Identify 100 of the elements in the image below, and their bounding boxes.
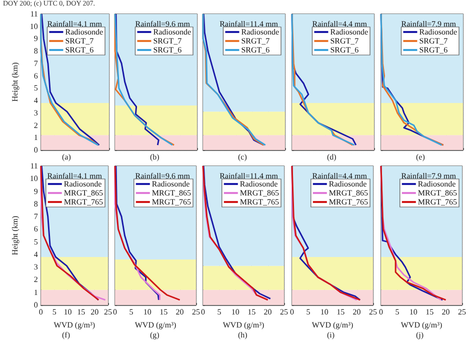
x-tick-label: 20 bbox=[442, 308, 450, 316]
y-tick-label: 1 bbox=[34, 133, 38, 142]
text: Rainfall=4.4 mm bbox=[312, 172, 368, 180]
legend-label: Radiosonde bbox=[330, 28, 368, 36]
x-tick-label: 10 bbox=[409, 308, 418, 316]
text: Rainfall=4.1 mm bbox=[47, 172, 103, 180]
y-axis-title: Height (km) bbox=[10, 62, 20, 102]
x-tick-label: 25 bbox=[458, 308, 466, 316]
legend-label: SRGT_7 bbox=[65, 36, 94, 46]
legend-label: MRGT_865 bbox=[64, 188, 104, 198]
y-tick-label: 0 bbox=[34, 300, 38, 310]
legend-label: SRGT_6 bbox=[153, 46, 182, 54]
legend-label: MRGT_765 bbox=[240, 198, 280, 206]
legend-label: SRGT_6 bbox=[65, 46, 94, 54]
text: Rainfall=11.4 mm bbox=[220, 20, 279, 28]
x-tick-label: 15 bbox=[248, 308, 256, 316]
y-tick-label: 3 bbox=[34, 108, 38, 118]
x-tick-label: 5 bbox=[217, 308, 222, 316]
legend-label: Radiosonde bbox=[418, 180, 456, 188]
x-tick-label: 15 bbox=[77, 308, 86, 316]
x-tick-label: 5 bbox=[129, 308, 134, 316]
x-tick-label: 5 bbox=[395, 308, 400, 316]
x-tick-label: 0 bbox=[201, 308, 205, 316]
y-tick-label: 10 bbox=[30, 174, 38, 184]
text: (a) bbox=[62, 152, 72, 162]
y-tick-label: 6 bbox=[34, 71, 38, 80]
text: Rainfall=7.9 mm bbox=[401, 172, 457, 180]
y-tick-label: 5 bbox=[34, 84, 38, 93]
y-tick-label: 3 bbox=[34, 262, 38, 272]
text: Rainfall=7.9 mm bbox=[401, 20, 457, 28]
text: (h) bbox=[238, 330, 248, 340]
x-tick-label: 0 bbox=[379, 308, 383, 316]
text: (d) bbox=[327, 152, 337, 162]
text: (e) bbox=[416, 152, 426, 162]
text: Rainfall=9.6 mm bbox=[135, 20, 191, 28]
text: Rainfall=9.6 mm bbox=[135, 172, 191, 180]
y-tick-label: 11 bbox=[30, 10, 38, 18]
x-tick-label: 25 bbox=[104, 308, 112, 316]
x-axis-title: WVD (g/m³) bbox=[54, 320, 96, 330]
y-tick-label: 8 bbox=[34, 199, 38, 208]
x-tick-label: 25 bbox=[369, 308, 377, 316]
x-tick-label: 0 bbox=[290, 308, 294, 316]
legend-label: MRGT_765 bbox=[64, 198, 104, 206]
text: (b) bbox=[150, 152, 160, 162]
x-axis-title: WVD (g/m³) bbox=[134, 320, 176, 330]
x-tick-label: 5 bbox=[52, 308, 56, 316]
text: (i) bbox=[327, 330, 335, 340]
x-axis-title: WVD (g/m³) bbox=[222, 320, 264, 330]
text: (j) bbox=[416, 330, 424, 340]
y-tick-label: 2 bbox=[34, 120, 38, 130]
legend-label: MRGT_765 bbox=[328, 198, 368, 206]
legend-label: Radiosonde bbox=[419, 28, 458, 36]
x-axis-title: WVD (g/m³) bbox=[312, 320, 354, 330]
y-tick-label: 8 bbox=[34, 46, 38, 56]
y-tick-label: 7 bbox=[34, 212, 38, 222]
legend-label: Radiosonde bbox=[152, 180, 190, 188]
x-tick-label: 15 bbox=[160, 308, 168, 316]
y-tick-label: 9 bbox=[34, 186, 38, 196]
text: (g) bbox=[150, 330, 160, 340]
legend-label: SRGT_6 bbox=[330, 46, 359, 54]
text: Rainfall=4.1 mm bbox=[47, 20, 103, 28]
x-axis-title: WVD (g/m³) bbox=[400, 320, 442, 330]
legend-label: SRGT_6 bbox=[241, 46, 270, 54]
x-tick-label: 20 bbox=[264, 308, 272, 316]
y-tick-label: 4 bbox=[34, 250, 38, 259]
y-tick-label: 10 bbox=[30, 22, 38, 31]
text: (f) bbox=[62, 330, 70, 340]
legend-label: SRGT_7 bbox=[419, 36, 448, 46]
x-tick-label: 10 bbox=[64, 308, 72, 316]
legend-label: MRGT_865 bbox=[328, 188, 368, 198]
y-tick-label: 11 bbox=[30, 162, 38, 170]
legend-label: SRGT_7 bbox=[330, 36, 359, 46]
x-tick-label: 5 bbox=[306, 308, 310, 316]
legend-label: MRGT_865 bbox=[240, 188, 280, 198]
y-tick-label: 2 bbox=[34, 275, 38, 284]
text: Rainfall=11.4 mm bbox=[220, 172, 279, 180]
x-tick-label: 20 bbox=[176, 308, 184, 316]
legend-label: MRGT_765 bbox=[152, 198, 192, 206]
x-tick-label: 0 bbox=[113, 308, 117, 316]
x-tick-label: 20 bbox=[90, 308, 99, 316]
x-tick-label: 10 bbox=[320, 308, 328, 316]
y-tick-label: 4 bbox=[34, 96, 38, 106]
text: Rainfall=4.4 mm bbox=[312, 20, 368, 28]
legend-label: Radiosonde bbox=[64, 180, 102, 188]
y-tick-label: 6 bbox=[34, 224, 38, 234]
x-tick-label: 10 bbox=[231, 308, 240, 316]
legend-label: SRGT_7 bbox=[153, 36, 182, 46]
legend-label: Radiosonde bbox=[65, 28, 104, 36]
legend-label: SRGT_7 bbox=[241, 36, 270, 46]
x-tick-label: 20 bbox=[352, 308, 361, 316]
y-tick-label: 1 bbox=[34, 288, 38, 297]
legend-label: MRGT_865 bbox=[418, 188, 458, 198]
y-tick-label: 0 bbox=[34, 146, 38, 154]
x-tick-label: 25 bbox=[280, 308, 288, 316]
legend-label: Radiosonde bbox=[240, 180, 278, 188]
x-tick-label: 25 bbox=[192, 308, 200, 316]
x-tick-label: 15 bbox=[426, 308, 434, 316]
text: (c) bbox=[238, 152, 248, 162]
legend-label: Radiosonde bbox=[328, 180, 368, 188]
legend-label: MRGT_865 bbox=[152, 188, 192, 198]
